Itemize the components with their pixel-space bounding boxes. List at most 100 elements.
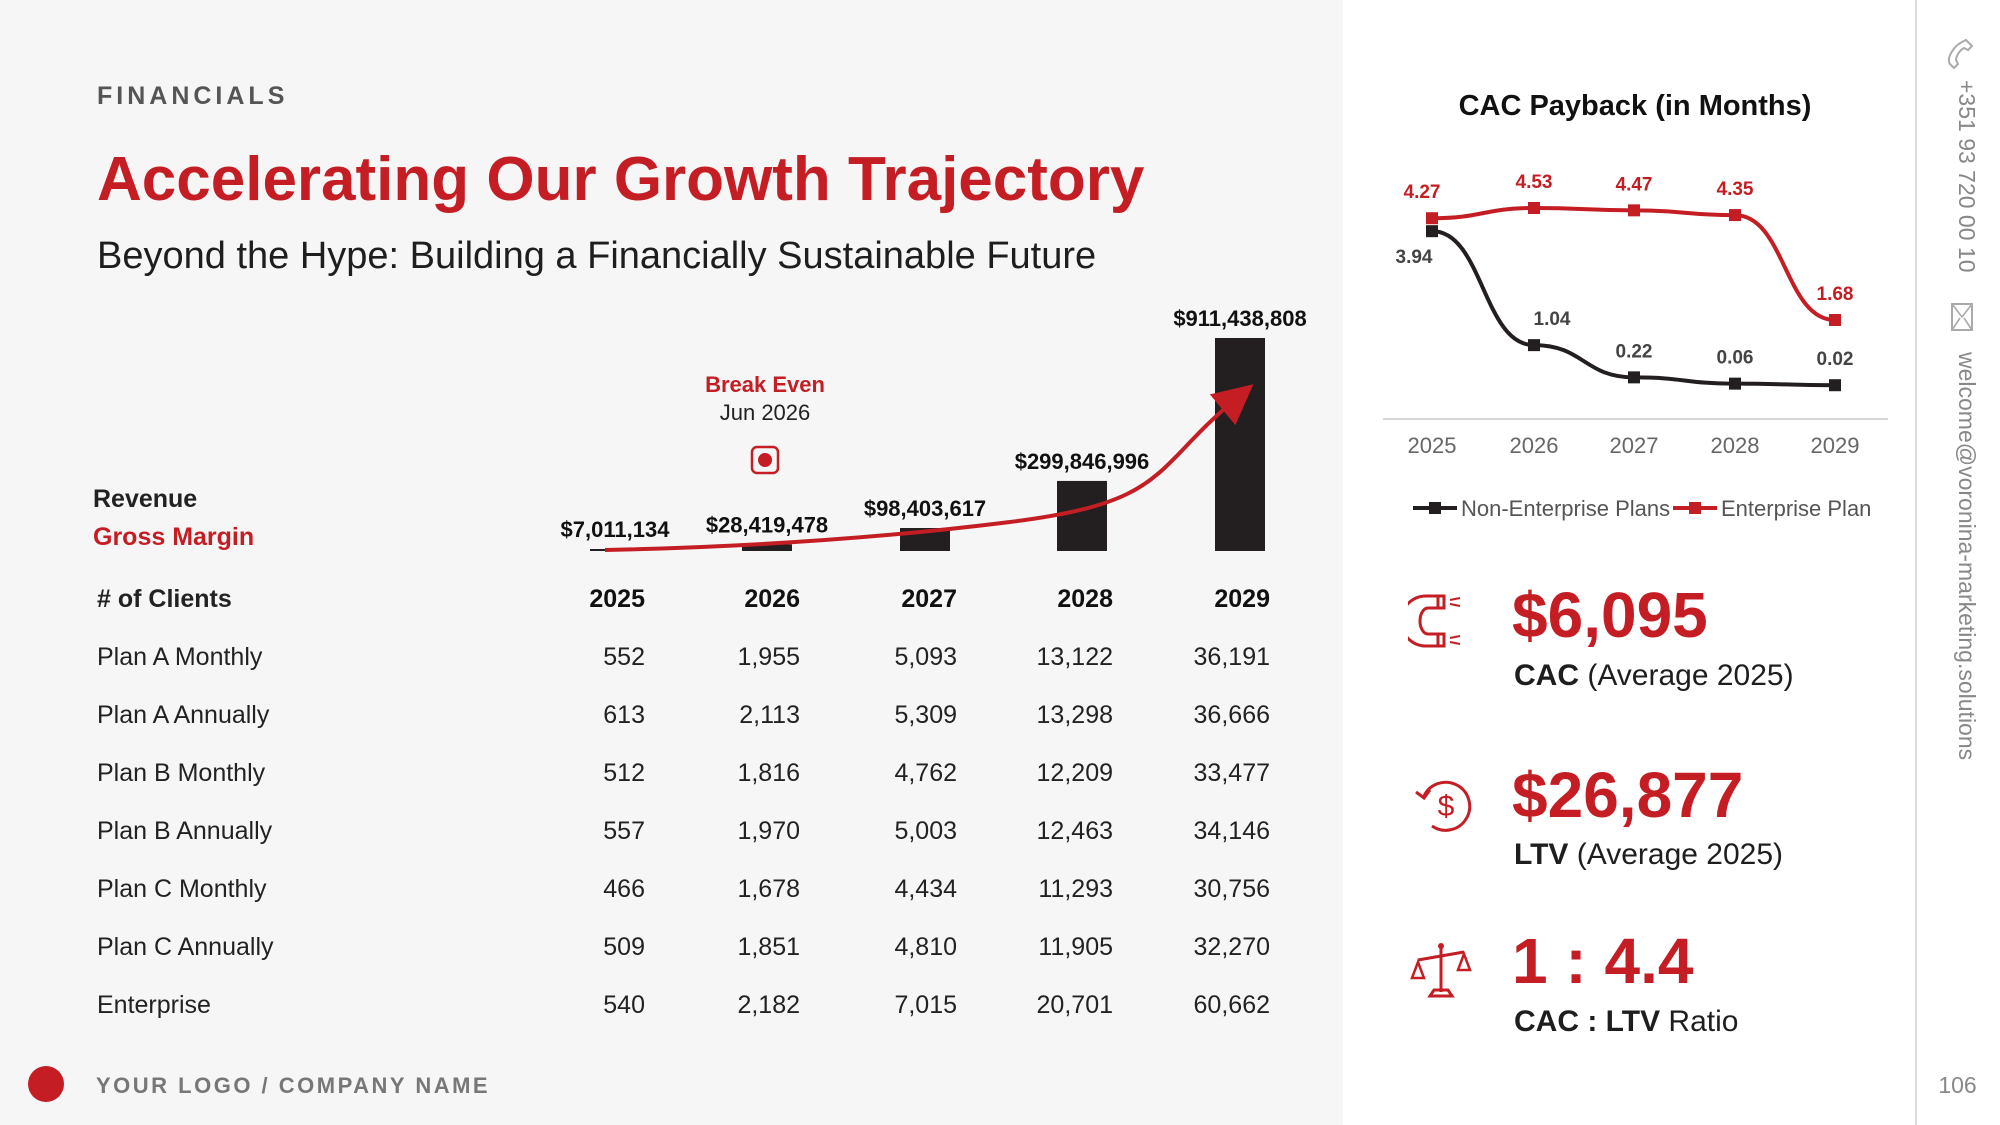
- legend-entry: Non-Enterprise Plans: [1461, 496, 1670, 521]
- cac-point-label: 1.68: [1817, 284, 1854, 305]
- right-panel: [1343, 0, 1915, 1125]
- cac-point-label: 4.53: [1516, 172, 1553, 193]
- table-cell: 4,810: [894, 933, 957, 961]
- cac-point-label: 1.04: [1534, 309, 1571, 330]
- cac-point: [1426, 225, 1438, 238]
- left-panel: [0, 0, 1343, 1125]
- revenue-bar-2028: [1057, 480, 1107, 551]
- table-cell: 32,270: [1193, 933, 1270, 961]
- legend-entry: Enterprise Plan: [1721, 496, 1871, 521]
- cac-point-label: 0.06: [1717, 348, 1754, 369]
- company-name: YOUR LOGO / COMPANY NAME: [96, 1073, 491, 1098]
- table-year-header: 2026: [744, 585, 800, 613]
- revenue-bar-label: $911,438,808: [1173, 306, 1306, 331]
- table-row-label: Plan A Annually: [97, 701, 270, 729]
- cac-point-label: 4.27: [1404, 182, 1441, 203]
- cac-point: [1628, 371, 1640, 384]
- table-cell: 512: [603, 759, 645, 787]
- ratio-value: 1 : 4.4: [1512, 925, 1694, 997]
- ratio-label: CAC : LTV Ratio: [1514, 1005, 1739, 1038]
- section-label: FINANCIALS: [97, 82, 289, 110]
- table-cell: 4,434: [894, 875, 957, 903]
- revenue-chart: $7,011,134 $28,419,478 $98,403,617 $299,846…: [561, 306, 1307, 552]
- cac-x-tick: 2027: [1610, 433, 1659, 458]
- table-row-label: Plan B Monthly: [97, 759, 266, 787]
- table-cell: 30,756: [1193, 875, 1270, 903]
- contact-email[interactable]: welcome@voronina-marketing.solutions: [1954, 352, 1980, 761]
- legend-swatch-marker: [1689, 502, 1701, 514]
- cac-x-tick: 2025: [1408, 433, 1457, 458]
- table-cell: 2,113: [739, 701, 800, 729]
- table-year-header: 2025: [589, 585, 645, 613]
- break-even-dot: [758, 453, 772, 467]
- table-year-header: 2027: [901, 585, 957, 613]
- revenue-bar-label: $28,419,478: [706, 512, 828, 537]
- table-cell: 13,122: [1036, 643, 1113, 671]
- cac-point: [1829, 313, 1841, 326]
- table-cell: 5,003: [894, 817, 957, 845]
- revenue-bar-label: $299,846,996: [1015, 449, 1150, 474]
- table-cell: 1,955: [737, 643, 800, 671]
- cac-point: [1628, 204, 1640, 217]
- ltv-value: $26,877: [1512, 759, 1744, 831]
- cac-point: [1729, 377, 1741, 390]
- cac-point: [1729, 209, 1741, 222]
- table-cell: 552: [603, 643, 645, 671]
- gross-margin-legend-label: Gross Margin: [93, 523, 255, 551]
- table-cell: 1,816: [737, 759, 800, 787]
- phone-icon: [1948, 38, 1974, 70]
- revenue-bar-2029: [1215, 338, 1265, 551]
- revenue-bar-label: $7,011,134: [561, 517, 671, 542]
- cac-point-label: 0.22: [1616, 341, 1653, 362]
- table-cell: 2,182: [737, 991, 800, 1019]
- dollar-cycle-icon: $: [1415, 780, 1472, 832]
- table-cell: 33,477: [1193, 759, 1270, 787]
- table-cell: 1,970: [737, 817, 800, 845]
- table-row-label: Plan B Annually: [97, 817, 273, 845]
- table-cell: 5,309: [894, 701, 957, 729]
- table-row-label: Plan C Annually: [97, 933, 274, 961]
- table-cell: 509: [603, 933, 645, 961]
- table-cell: 1,851: [737, 933, 800, 961]
- contact-phone[interactable]: +351 93 720 00 10: [1954, 80, 1980, 273]
- cac-payback-chart: CAC Payback (in Months) 2025 2026 2027 2028…: [1383, 90, 1888, 521]
- table-cell: 34,146: [1193, 817, 1270, 845]
- table-cell: 60,662: [1193, 991, 1270, 1019]
- table-row-label: Plan C Monthly: [97, 875, 267, 903]
- cac-series-line: [1431, 229, 1836, 388]
- table-cell: 613: [603, 701, 645, 729]
- table-cell: 36,191: [1193, 643, 1270, 671]
- cac-point: [1426, 212, 1438, 225]
- table-cell: 4,762: [894, 759, 957, 787]
- table-row-label: Enterprise: [97, 991, 211, 1019]
- ltv-label: LTV (Average 2025): [1514, 838, 1784, 871]
- table-cell: 540: [603, 991, 645, 1019]
- table-cell: 1,678: [737, 875, 800, 903]
- cac-x-tick: 2028: [1711, 433, 1760, 458]
- table-cell: 11,905: [1038, 933, 1113, 961]
- cac-series-line: [1431, 205, 1836, 322]
- cac-point-label: 0.02: [1817, 349, 1854, 370]
- magnet-icon: [1408, 594, 1461, 648]
- cac-point: [1528, 339, 1540, 352]
- table-cell: 20,701: [1036, 991, 1113, 1019]
- legend-swatch-marker: [1429, 502, 1441, 514]
- scale-icon: [1410, 943, 1472, 998]
- logo-dot: [28, 1066, 64, 1102]
- contact-sidebar: [1915, 0, 2000, 1125]
- page-number: 106: [1938, 1072, 1977, 1098]
- cac-point: [1829, 379, 1841, 392]
- table-cell: 11,293: [1038, 875, 1113, 903]
- cac-point: [1528, 202, 1540, 214]
- cac-value: $6,095: [1512, 579, 1708, 651]
- table-cell: 466: [603, 875, 645, 903]
- page-title: Accelerating Our Growth Trajectory: [97, 145, 1145, 214]
- cac-point-label: 4.35: [1717, 179, 1754, 200]
- revenue-bar-2026: [742, 544, 792, 551]
- cac-point-label: 4.47: [1616, 174, 1653, 195]
- break-even-marker-icon: [750, 445, 780, 475]
- table-cell: 7,015: [894, 991, 957, 1019]
- table-row-label: Plan A Monthly: [97, 643, 263, 671]
- break-even-title: Break Even: [705, 372, 825, 397]
- table-year-header: 2029: [1214, 585, 1270, 613]
